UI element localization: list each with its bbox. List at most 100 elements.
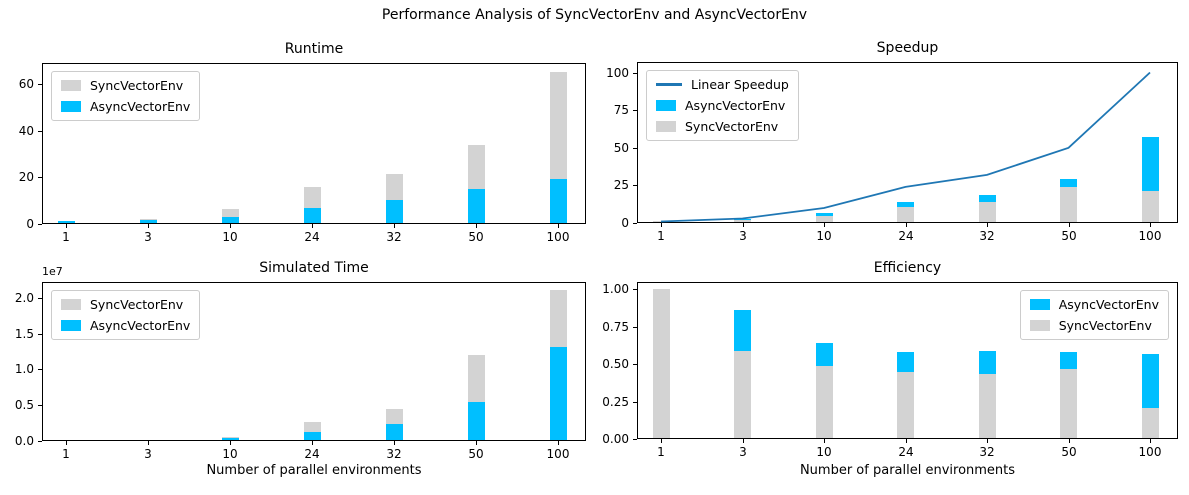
xtick-mark-simulated_time [312,441,313,445]
xtick-label-simulated_time-50: 50 [468,447,484,461]
legend-label-SyncVectorEnv: SyncVectorEnv [90,297,184,312]
xtick-label-runtime-50: 50 [468,230,484,244]
bar-runtime-AsyncVectorEnv-100 [550,179,567,223]
chart-title-speedup: Speedup [876,40,939,56]
xtick-mark-simulated_time [476,441,477,445]
ytick-mark-runtime [38,131,42,132]
ytick-label-speedup: 75 [613,103,629,117]
ytick-label-simulated_time: 1.0 [14,362,34,376]
bar-speedup-SyncVectorEnv-10 [816,216,833,222]
xtick-label-speedup-3: 3 [739,229,747,243]
ytick-label-simulated_time: 2.0 [14,291,34,305]
bar-efficiency-SyncVectorEnv-3 [734,351,751,438]
xtick-label-simulated_time-24: 24 [304,447,320,461]
bar-efficiency-SyncVectorEnv-100 [1142,408,1159,438]
xtick-label-runtime-24: 24 [304,230,320,244]
bar-simulated_time-AsyncVectorEnv-10 [222,438,239,440]
chart-title-simulated_time: Simulated Time [259,260,369,276]
xtick-label-speedup-1: 1 [657,229,665,243]
bar-runtime-AsyncVectorEnv-24 [304,208,321,223]
legend-label-SyncVectorEnv: SyncVectorEnv [685,119,779,134]
xtick-label-runtime-100: 100 [546,230,570,244]
xtick-mark-runtime [394,224,395,228]
ytick-mark-simulated_time [38,405,42,406]
xtick-mark-speedup [1069,223,1070,227]
legend-row-speedup-SyncVectorEnv: SyncVectorEnv [656,119,789,134]
legend-row-efficiency-SyncVectorEnv: SyncVectorEnv [1029,318,1159,333]
chart-title-runtime: Runtime [284,41,344,57]
bar-speedup-SyncVectorEnv-3 [734,220,751,222]
legend-label-AsyncVectorEnv: AsyncVectorEnv [90,99,191,114]
xtick-mark-efficiency [824,439,825,443]
chart-title-efficiency: Efficiency [873,260,942,276]
xtick-label-simulated_time-10: 10 [222,447,238,461]
xtick-label-runtime-3: 3 [144,230,152,244]
bar-speedup-SyncVectorEnv-50 [1060,187,1077,222]
bar-runtime-AsyncVectorEnv-10 [222,217,239,223]
bar-simulated_time-AsyncVectorEnv-32 [386,424,403,440]
xtick-mark-efficiency [906,439,907,443]
ytick-mark-runtime [38,177,42,178]
xtick-mark-speedup [824,223,825,227]
xtick-mark-runtime [148,224,149,228]
ytick-label-speedup: 25 [613,178,629,192]
legend-speedup: Linear Speedup AsyncVectorEnv SyncVectorEn… [646,70,799,141]
xtick-label-efficiency-50: 50 [1061,445,1077,459]
xtick-mark-speedup [906,223,907,227]
legend-row-runtime-SyncVectorEnv: SyncVectorEnv [61,78,190,93]
ytick-mark-simulated_time [38,298,42,299]
legend-label-AsyncVectorEnv: AsyncVectorEnv [685,98,786,113]
xtick-mark-runtime [476,224,477,228]
bar-runtime-AsyncVectorEnv-50 [468,189,485,223]
xtick-label-speedup-100: 100 [1138,229,1162,243]
ytick-mark-speedup [633,110,637,111]
xtick-mark-simulated_time [66,441,67,445]
ytick-label-efficiency: 0.25 [602,395,629,409]
figure-suptitle: Performance Analysis of SyncVectorEnv an… [381,7,808,23]
ytick-mark-simulated_time [38,334,42,335]
axes-speedup [637,62,1178,223]
bar-runtime-AsyncVectorEnv-1 [58,221,75,223]
legend-runtime: SyncVectorEnv AsyncVectorEnv [51,71,201,121]
xtick-label-simulated_time-1: 1 [62,447,70,461]
ytick-mark-runtime [38,84,42,85]
xtick-mark-speedup [987,223,988,227]
xtick-label-efficiency-24: 24 [898,445,914,459]
legend-label-SyncVectorEnv: SyncVectorEnv [1058,318,1152,333]
bar-speedup-SyncVectorEnv-32 [979,202,996,222]
ytick-label-speedup: 100 [606,66,629,80]
xtick-mark-speedup [661,223,662,227]
ytick-label-speedup: 0 [621,216,629,230]
bar-efficiency-SyncVectorEnv-32 [979,374,996,438]
xtick-mark-simulated_time [148,441,149,445]
legend-efficiency: AsyncVectorEnv SyncVectorEnv [1019,290,1169,340]
legend-label-Linear Speedup: Linear Speedup [691,77,789,92]
ytick-label-runtime: 40 [18,124,34,138]
legend-line-swatch-icon [656,83,682,86]
ytick-mark-speedup [633,148,637,149]
ytick-mark-efficiency [633,327,637,328]
ytick-label-efficiency: 0.50 [602,357,629,371]
xtick-mark-runtime [66,224,67,228]
legend-patch-swatch-icon [1029,299,1050,310]
legend-patch-swatch-icon [61,101,81,112]
ytick-label-speedup: 50 [613,141,629,155]
ytick-mark-efficiency [633,402,637,403]
legend-row-simulated_time-SyncVectorEnv: SyncVectorEnv [61,297,190,312]
legend-label-AsyncVectorEnv: AsyncVectorEnv [90,318,191,333]
xtick-label-runtime-32: 32 [386,230,402,244]
bar-efficiency-SyncVectorEnv-10 [816,366,833,438]
legend-row-simulated_time-AsyncVectorEnv: AsyncVectorEnv [61,318,190,333]
xtick-label-efficiency-32: 32 [979,445,995,459]
bar-speedup-SyncVectorEnv-24 [897,207,914,222]
ytick-label-simulated_time: 0.5 [14,398,34,412]
xtick-mark-efficiency [987,439,988,443]
ytick-label-runtime: 60 [18,77,34,91]
legend-patch-swatch-icon [61,320,81,331]
xtick-label-runtime-1: 1 [62,230,70,244]
ytick-mark-simulated_time [38,369,42,370]
bar-efficiency-SyncVectorEnv-1 [653,289,670,438]
ytick-mark-speedup [633,73,637,74]
ytick-label-simulated_time: 0.0 [14,434,34,448]
